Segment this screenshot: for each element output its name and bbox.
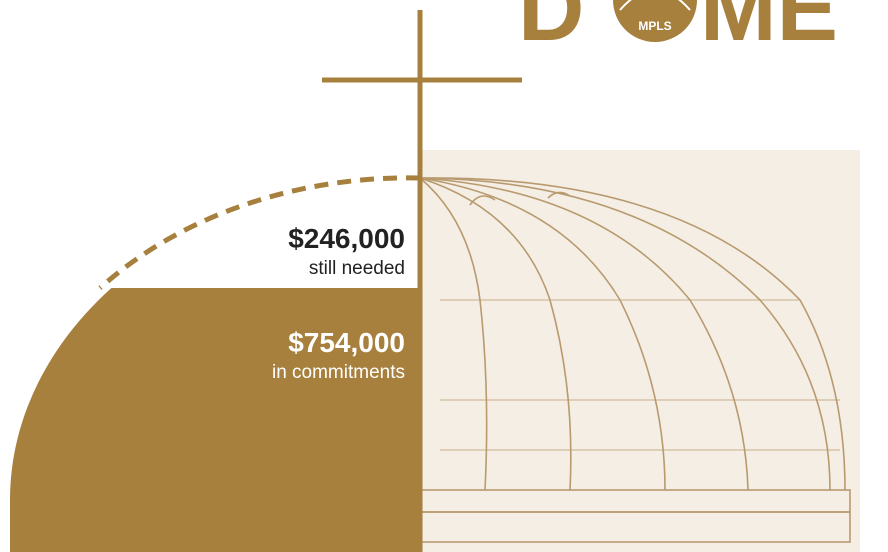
committed-caption: in commitments	[272, 362, 405, 383]
committed-amount: $754,000	[288, 327, 405, 358]
logo-right: ME	[700, 0, 838, 60]
dome-sketch	[419, 177, 851, 543]
goal-outline	[98, 175, 421, 290]
remaining-amount: $246,000	[288, 223, 405, 254]
progress-fill	[10, 288, 420, 552]
logo-left: D	[518, 0, 584, 60]
logo-badge	[613, 0, 697, 42]
logo-badge-lines	[619, 0, 691, 11]
remaining-caption: still needed	[309, 258, 405, 279]
logo-badge-text: MPLS	[638, 19, 671, 33]
